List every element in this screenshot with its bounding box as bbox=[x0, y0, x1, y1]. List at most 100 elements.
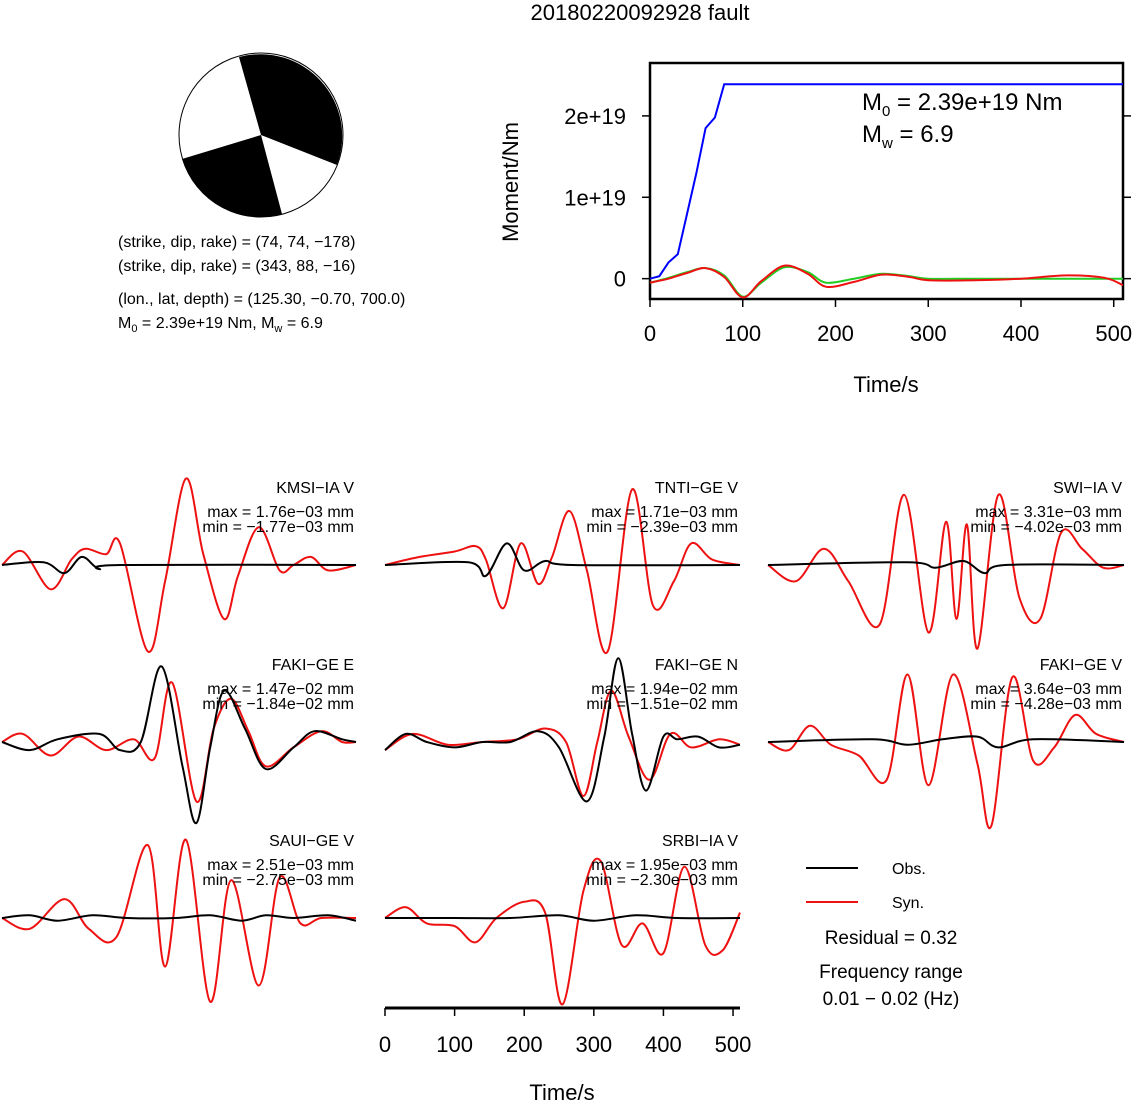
observed-trace bbox=[384, 542, 741, 578]
station-label: TNTI−GE V bbox=[655, 480, 738, 497]
moment-x-tick-label: 300 bbox=[910, 321, 947, 346]
max-amplitude-label: max = 2.51e−03 mm bbox=[207, 857, 354, 874]
observed-trace bbox=[767, 735, 1125, 749]
observed-trace bbox=[1, 914, 357, 922]
station-label: FAKI−GE N bbox=[655, 657, 738, 674]
min-amplitude-label: min = −2.30e−03 mm bbox=[586, 872, 738, 889]
synthetic-trace bbox=[384, 857, 741, 1006]
max-amplitude-label: max = 1.47e−02 mm bbox=[207, 681, 354, 698]
annot-mw-value: = 6.9 bbox=[893, 121, 954, 148]
station-label: SWI−IA V bbox=[1053, 480, 1122, 497]
max-amplitude-label: max = 1.76e−03 mm bbox=[207, 504, 354, 521]
synthetic-trace bbox=[384, 488, 741, 655]
min-amplitude-label: min = −2.39e−03 mm bbox=[586, 519, 738, 536]
moment-plot-frame bbox=[648, 61, 1125, 301]
moment-annotation-mw: Mw = 6.9 bbox=[862, 121, 954, 152]
max-amplitude-label: max = 3.31e−03 mm bbox=[975, 504, 1122, 521]
observed-trace bbox=[1, 665, 357, 825]
moment-y-axis-label: Moment/Nm bbox=[498, 122, 523, 242]
moment-y-tick-label: 0 bbox=[614, 267, 626, 292]
station-label: SAUI−GE V bbox=[269, 833, 354, 850]
waveform-x-tick-label: 100 bbox=[436, 1032, 473, 1057]
plane2-text: (strike, dip, rake) = (343, 88, −16) bbox=[118, 258, 355, 275]
frequency-range-value: 0.01 − 0.02 (Hz) bbox=[823, 989, 960, 1010]
synthetic-trace bbox=[767, 493, 1125, 650]
moment-annotation-m0: M0 = 2.39e+19 Nm bbox=[862, 89, 1062, 120]
waveform-x-tick-label: 400 bbox=[645, 1032, 682, 1057]
station-label: FAKI−GE E bbox=[272, 657, 354, 674]
waveform-x-tick-label: 200 bbox=[506, 1032, 543, 1057]
min-amplitude-label: min = −1.84e−02 mm bbox=[202, 696, 354, 713]
moment-cumulative-line bbox=[649, 83, 1123, 280]
moment-x-tick-label: 500 bbox=[1095, 321, 1132, 346]
annot-mw-symbol: M bbox=[862, 121, 882, 148]
frequency-range-title: Frequency range bbox=[819, 962, 963, 983]
moment-series-group bbox=[649, 83, 1124, 299]
station-label: KMSI−IA V bbox=[276, 480, 354, 497]
min-amplitude-label: min = −1.51e−02 mm bbox=[586, 696, 738, 713]
min-amplitude-label: min = −4.02e−03 mm bbox=[970, 519, 1122, 536]
residual-text: Residual = 0.32 bbox=[825, 928, 958, 949]
observed-trace bbox=[767, 559, 1125, 575]
waveform-x-axis-label: Time/s bbox=[529, 1080, 594, 1104]
annot-m0-subscript: 0 bbox=[882, 103, 890, 120]
moment-y-tick-label: 1e+19 bbox=[564, 185, 626, 210]
plane1-text: (strike, dip, rake) = (74, 74, −178) bbox=[118, 234, 355, 251]
mw-value: = 6.9 bbox=[282, 315, 323, 332]
moment-chart: 0 100 200 300 400 500 0 1e+19 2e+19 Moment/Nm Ti… bbox=[498, 61, 1132, 397]
max-amplitude-label: max = 1.95e−03 mm bbox=[591, 857, 738, 874]
waveform-time-axis: 0 100 200 300 400 500 bbox=[379, 1006, 752, 1057]
annot-mw-subscript: w bbox=[881, 135, 893, 152]
station-label: FAKI−GE V bbox=[1040, 657, 1123, 674]
observed-trace bbox=[385, 914, 741, 922]
synthetic-trace bbox=[767, 673, 1125, 830]
moment-y-tick-label: 2e+19 bbox=[564, 104, 626, 129]
max-amplitude-label: max = 1.71e−03 mm bbox=[591, 504, 738, 521]
moment-x-tick-label: 200 bbox=[817, 321, 854, 346]
waveform-x-tick-label: 300 bbox=[575, 1032, 612, 1057]
observed-trace bbox=[384, 657, 741, 803]
m0-subscript: 0 bbox=[131, 323, 137, 335]
observed-trace bbox=[1, 555, 357, 575]
moment-rate-green-line bbox=[649, 265, 1123, 298]
annot-m0-symbol: M bbox=[862, 89, 882, 116]
legend: Obs. Syn. bbox=[806, 861, 926, 912]
min-amplitude-label: min = −2.75e−03 mm bbox=[202, 872, 354, 889]
synthetic-trace bbox=[1, 477, 357, 653]
moment-x-tick-label: 400 bbox=[1003, 321, 1040, 346]
moment-magnitude-text: M0 = 2.39e+19 Nm, Mw = 6.9 bbox=[118, 315, 323, 335]
mw-subscript: w bbox=[273, 323, 282, 335]
station-label: SRBI−IA V bbox=[662, 833, 738, 850]
legend-obs-label: Obs. bbox=[892, 861, 926, 878]
m0-symbol: M bbox=[118, 315, 131, 332]
moment-x-axis-label: Time/s bbox=[853, 372, 918, 397]
max-amplitude-label: max = 3.64e−03 mm bbox=[975, 681, 1122, 698]
beachball-mechanism bbox=[178, 52, 344, 218]
waveform-x-tick-label: 500 bbox=[715, 1032, 752, 1057]
synthetic-trace bbox=[1, 838, 357, 1003]
moment-x-tick-label: 0 bbox=[644, 321, 656, 346]
moment-rate-red-line bbox=[649, 264, 1124, 299]
annot-m0-value: = 2.39e+19 Nm bbox=[890, 89, 1062, 116]
moment-x-tick-label: 100 bbox=[724, 321, 761, 346]
m0-value: = 2.39e+19 Nm, M bbox=[137, 315, 274, 332]
beachball-compression-quadrant-2 bbox=[182, 135, 282, 217]
waveform-x-tick-label: 0 bbox=[379, 1032, 391, 1057]
moment-axes: 0 100 200 300 400 500 0 1e+19 2e+19 bbox=[564, 104, 1132, 346]
min-amplitude-label: min = −1.77e−03 mm bbox=[202, 519, 354, 536]
beachball-compression-quadrant-1 bbox=[239, 54, 343, 165]
location-text: (lon., lat, depth) = (125.30, −0.70, 700… bbox=[118, 291, 405, 308]
min-amplitude-label: min = −4.28e−03 mm bbox=[970, 696, 1122, 713]
max-amplitude-label: max = 1.94e−02 mm bbox=[591, 681, 738, 698]
figure-title: 20180220092928 fault bbox=[531, 0, 750, 25]
